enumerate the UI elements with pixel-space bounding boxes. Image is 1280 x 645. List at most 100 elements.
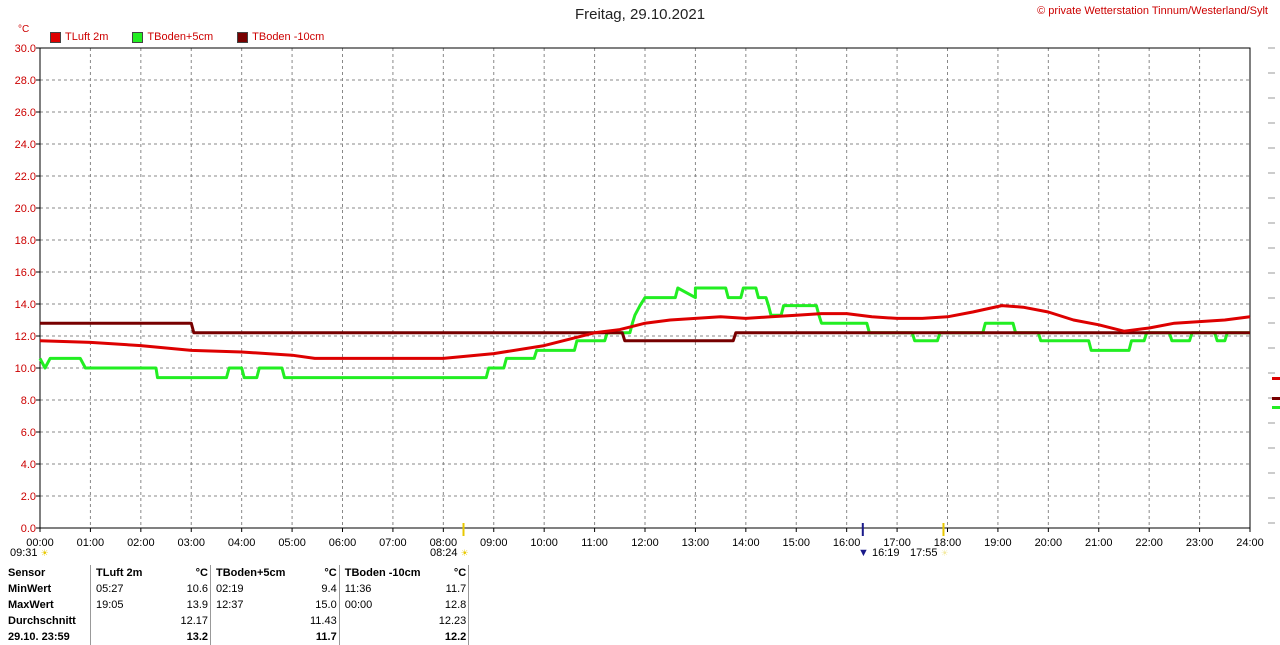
event-marker: ▼ 16:19 [858,547,899,559]
sunset-time: 17:55 [910,547,938,559]
stats-row-label: MaxWert [8,599,54,611]
y-tick-label: 22.0 [15,171,36,183]
stats-time: 19:05 [90,597,178,613]
x-tick-label: 20:00 [1035,537,1063,549]
legend: TLuft 2m TBoden+5cm TBoden -10cm [50,31,324,43]
x-tick-label: 01:00 [77,537,105,549]
x-tick-label: 09:00 [480,537,508,549]
stats-value: 13.9 [186,599,208,611]
x-tick-label: 04:00 [228,537,256,549]
stats-time: 02:19 [210,581,308,597]
stats-header-unit3: °C [453,567,467,579]
chart-title: Freitag, 29.10.2021 [574,6,706,23]
y-tick-label: 28.0 [15,75,36,87]
marker-flag-icon: ▼ [858,547,869,559]
legend-item-tboden5: TBoden+5cm [132,31,213,43]
y-tick-label: 26.0 [15,107,36,119]
stats-time [210,613,308,629]
y-tick-label: 30.0 [15,43,36,55]
side-marker-tboden10 [1272,397,1280,400]
y-tick-label: 20.0 [15,203,36,215]
y-tick-label: 8.0 [21,395,36,407]
stats-value: 12.17 [180,615,208,627]
stats-row: MaxWert 19:05 13.9 12:37 15.0 00:00 12.8 [6,597,474,613]
stats-row-label: Durchschnitt [8,615,76,627]
stats-header-unit1: °C [195,567,208,579]
legend-label-tboden5: TBoden+5cm [147,31,214,43]
x-tick-label: 00:00 [26,537,54,549]
y-tick-label: 2.0 [21,491,36,503]
stats-value: 15.0 [315,599,337,611]
y-tick-label: 0.0 [21,523,36,535]
y-tick-label: 10.0 [15,363,36,375]
x-tick-label: 11:00 [581,537,608,549]
legend-swatch-tboden5 [132,31,144,43]
sunrise-marker-left: 09:31 ☀ [10,547,49,559]
stats-value: 10.6 [186,583,208,595]
stats-table: Sensor TLuft 2m °C TBoden+5cm °C TBoden … [6,565,474,645]
x-tick-label: 06:00 [329,537,357,549]
legend-item-tboden10: TBoden -10cm [237,31,324,43]
x-tick-label: 07:00 [379,537,407,549]
side-marker-tluft [1272,377,1280,380]
x-tick-label: 10:00 [530,537,558,549]
x-tick-label: 03:00 [177,537,205,549]
event-time: 16:19 [871,547,900,559]
y-tick-label: 24.0 [15,139,36,151]
x-tick-label: 02:00 [127,537,155,549]
sun-icon: ☀ [940,548,949,558]
y-axis-unit: °C [18,24,30,35]
stats-value: 12.23 [438,615,467,627]
x-tick-label: 15:00 [782,537,810,549]
stats-row-label: MinWert [8,583,52,595]
copyright-label: © private Wetterstation Tinnum/Westerlan… [1037,5,1268,17]
plot-frame [39,47,1251,529]
stats-time [338,613,437,629]
sunrise-left-time: 09:31 [10,547,38,559]
stats-value: 12.8 [444,599,467,611]
sun-icon: ☀ [460,548,469,558]
stats-header-tboden5: TBoden+5cm [210,565,308,581]
x-tick-label: 18:00 [934,537,962,549]
stats-value: 11.7 [445,583,467,595]
stats-time [90,613,178,629]
x-tick-label: 14:00 [732,537,760,549]
series-line-tboden5 [38,286,1250,380]
stats-row-label: 29.10. 23:59 [8,631,70,643]
stats-time: 11:36 [338,581,437,597]
x-tick-label: 24:00 [1236,537,1264,549]
side-marker-tboden5 [1272,406,1280,409]
series-line-tluft [39,304,1251,360]
x-tick-label: 13:00 [682,537,710,549]
legend-item-tluft: TLuft 2m [50,31,108,43]
stats-time [338,629,437,645]
stats-value: 9.4 [321,583,337,595]
y-tick-label: 6.0 [21,427,36,439]
stats-value: 12.2 [444,631,467,643]
stats-row: MinWert 05:27 10.6 02:19 9.4 11:36 11.7 [6,581,474,597]
y-tick-label: 16.0 [15,267,36,279]
sunset-marker: 17:55 ☀ [910,547,949,559]
stats-header-tboden10: TBoden -10cm [338,565,437,581]
legend-swatch-tboden10 [237,31,249,43]
y-tick-label: 4.0 [21,459,36,471]
stats-value: 11.7 [315,631,337,643]
x-tick-label: 21:00 [1085,537,1113,549]
x-tick-label: 17:00 [883,537,911,549]
sunrise-marker-mid: 08:24 ☀ [430,547,469,559]
stats-header-unit2: °C [324,567,337,579]
y-tick-label: 12.0 [15,331,36,343]
stats-time: 12:37 [210,597,308,613]
stats-time [90,629,178,645]
legend-label-tluft: TLuft 2m [65,31,109,43]
stats-row: Durchschnitt 12.17 11.43 12.23 [6,613,474,629]
stats-header-row: Sensor TLuft 2m °C TBoden+5cm °C TBoden … [6,565,474,581]
stats-header-tluft: TLuft 2m [90,565,178,581]
stats-time: 00:00 [338,597,437,613]
x-tick-label: 22:00 [1135,537,1163,549]
stats-row: 29.10. 23:59 13.2 11.7 12.2 [6,629,474,645]
stats-time: 05:27 [90,581,178,597]
y-tick-label: 18.0 [15,235,36,247]
legend-label-tboden10: TBoden -10cm [252,31,325,43]
